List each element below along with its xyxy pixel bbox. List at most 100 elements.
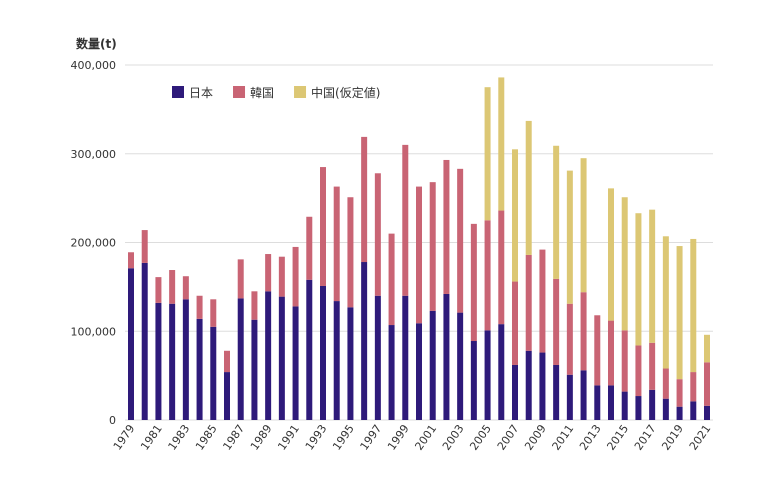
bar-segment (402, 144, 409, 296)
bar-segment (498, 210, 505, 325)
y-axis-label: 数量(t) (76, 36, 117, 51)
bar-segment (457, 312, 464, 420)
bar-segment (621, 197, 628, 331)
bar-segment (443, 159, 450, 294)
x-tick-label: 2003 (440, 422, 467, 452)
bar-segment (662, 368, 669, 399)
bar-segment (388, 233, 395, 326)
bar-segment (429, 310, 436, 420)
bar-segment (553, 145, 560, 279)
y-tick-label: 200,000 (71, 237, 117, 250)
bar-segment (621, 391, 628, 420)
bar-segment (580, 158, 587, 293)
bar-segment (292, 246, 299, 307)
bar-segment (498, 324, 505, 420)
x-tick-label: 2021 (687, 422, 714, 452)
bar-segment (251, 319, 258, 420)
bar-segment (306, 216, 313, 280)
bar-segment (498, 77, 505, 211)
bar-segment (690, 401, 697, 420)
bar-segment (553, 278, 560, 365)
bar-segment (402, 295, 409, 420)
bar-segment (635, 396, 642, 420)
x-tick-label: 1981 (138, 422, 165, 452)
legend-swatch (233, 86, 246, 98)
x-tick-label: 1995 (330, 422, 357, 452)
bar-segment (608, 385, 614, 420)
bar-segment (210, 326, 217, 420)
x-tick-label: 1991 (275, 422, 302, 452)
bar-segment (566, 374, 573, 420)
bar-segment (443, 293, 450, 420)
bar-segment (676, 379, 683, 407)
bar-segment (182, 299, 189, 420)
bar-segment (484, 87, 491, 221)
bar-segment (635, 213, 642, 346)
bar-segment (525, 254, 532, 351)
bar-segment (690, 238, 697, 373)
bar-segment (566, 303, 573, 375)
bar-segment (265, 254, 272, 292)
x-tick-label: 2005 (467, 422, 494, 452)
x-tick-label: 2017 (632, 422, 659, 452)
bar-segment (416, 186, 422, 324)
x-tick-label: 2019 (659, 422, 686, 452)
x-tick-label: 2007 (495, 422, 522, 452)
bar-segment (361, 136, 368, 263)
bar-segment (608, 188, 614, 321)
legend-label: 中国(仮定値) (311, 85, 380, 100)
bar-segment (278, 296, 285, 420)
bar-segment (251, 291, 258, 320)
bar-segment (182, 276, 189, 300)
bar-segment (374, 295, 381, 420)
bar-segment (470, 341, 477, 420)
bar-segment (566, 170, 573, 304)
bar-segment (649, 342, 656, 390)
x-tick-label: 1997 (358, 422, 385, 452)
bar-segment (662, 236, 669, 369)
bar-segment (676, 246, 683, 380)
bar-segment (333, 186, 340, 302)
bar-segment (621, 330, 628, 392)
bar-segment (333, 301, 340, 420)
bar-segment (320, 167, 326, 286)
x-tick-label: 1987 (220, 422, 247, 452)
bar-segment (128, 268, 134, 420)
bar-segment (649, 389, 656, 420)
y-tick-label: 100,000 (71, 325, 117, 338)
bar-segment (484, 330, 491, 420)
bar-segment (635, 345, 642, 397)
bar-segment (347, 197, 354, 308)
x-tick-label: 2015 (604, 422, 631, 452)
bar-segment (155, 277, 162, 303)
x-tick-label: 1983 (166, 422, 193, 452)
bar-segment (553, 364, 560, 420)
bar-segment (594, 315, 601, 386)
bar-segment (676, 406, 683, 420)
bar-segment (265, 291, 272, 420)
bar-segment (416, 323, 422, 420)
bar-segment (320, 285, 326, 420)
bar-segment (512, 149, 518, 282)
bar-segment (525, 120, 532, 255)
legend-swatch (294, 86, 307, 98)
legend-swatch (172, 86, 184, 98)
bar-segment (169, 270, 176, 304)
x-tick-label: 2011 (550, 422, 577, 452)
bar-segment (539, 249, 546, 353)
bar-segment (580, 292, 587, 371)
bar-segment (429, 182, 436, 311)
bar-segment (141, 262, 148, 420)
bar-segment (525, 350, 532, 420)
bar-segment (662, 398, 669, 420)
bar-segment (470, 223, 477, 342)
x-tick-label: 2009 (522, 422, 549, 452)
bar-segment (484, 220, 491, 331)
bar-segment (512, 364, 518, 420)
bar-segment (649, 209, 656, 343)
bar-segment (361, 262, 368, 420)
bar-segment (608, 320, 614, 386)
x-tick-label: 2013 (577, 422, 604, 452)
